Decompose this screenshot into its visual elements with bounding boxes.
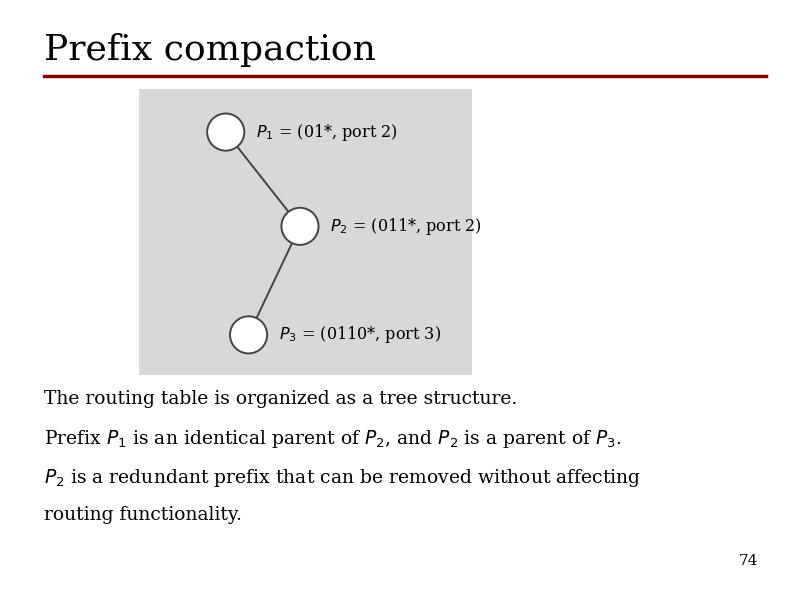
Text: 74: 74 xyxy=(739,554,758,568)
Circle shape xyxy=(207,114,245,151)
Circle shape xyxy=(230,317,267,353)
Text: $P_2$ is a redundant prefix that can be removed without affecting: $P_2$ is a redundant prefix that can be … xyxy=(44,467,641,489)
Text: Prefix $P_1$ is an identical parent of $P_2$, and $P_2$ is a parent of $P_3$.: Prefix $P_1$ is an identical parent of $… xyxy=(44,428,622,450)
Text: Prefix compaction: Prefix compaction xyxy=(44,33,376,67)
Circle shape xyxy=(281,208,318,245)
Text: The routing table is organized as a tree structure.: The routing table is organized as a tree… xyxy=(44,390,517,408)
Bar xyxy=(139,89,472,375)
Text: $P_2$ = (011*, port 2): $P_2$ = (011*, port 2) xyxy=(330,216,482,237)
Text: $P_1$ = (01*, port 2): $P_1$ = (01*, port 2) xyxy=(256,121,398,143)
Text: $P_3$ = (0110*, port 3): $P_3$ = (0110*, port 3) xyxy=(279,324,441,345)
Text: routing functionality.: routing functionality. xyxy=(44,506,241,524)
